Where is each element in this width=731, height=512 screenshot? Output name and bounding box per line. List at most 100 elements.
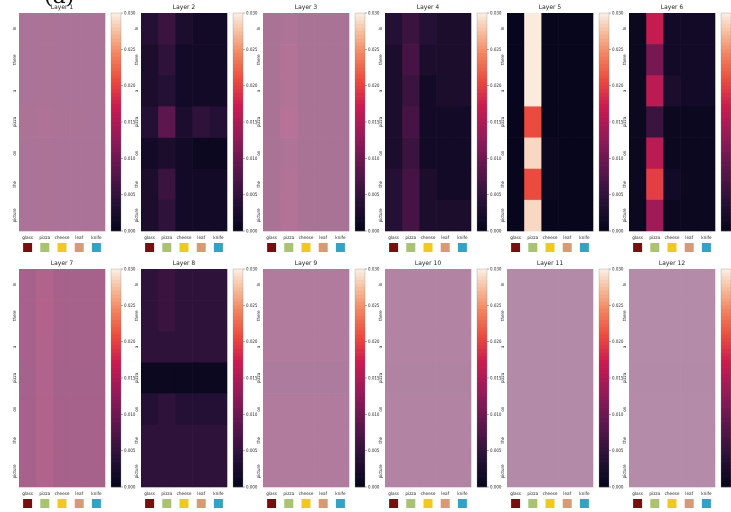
colorbar-segment xyxy=(355,417,365,422)
heatmap-cell xyxy=(87,106,106,138)
heatmap-cell xyxy=(419,424,437,457)
x-tick-label: knife xyxy=(335,491,346,496)
colorbar-segment xyxy=(233,396,243,401)
heatmap-cell xyxy=(314,13,333,45)
colorbar-segment xyxy=(721,319,731,324)
heatmap-cell xyxy=(575,168,594,201)
panel-title: Layer 6 xyxy=(661,4,684,11)
colorbar-tick-label: 0.000 xyxy=(612,229,624,234)
heatmap-cell xyxy=(453,331,472,363)
colorbar-segment xyxy=(599,465,609,470)
heatmap-cell xyxy=(87,424,106,457)
heatmap-cell xyxy=(331,269,350,301)
colorbar-segment xyxy=(477,378,487,382)
colorbar-segment xyxy=(721,396,731,401)
colorbar-segment xyxy=(233,341,243,346)
colorbar-tick-label: 0.005 xyxy=(612,448,624,453)
x-tick-label: knife xyxy=(335,235,346,240)
heatmap-cell xyxy=(436,168,455,201)
colorbar-segment xyxy=(599,381,609,386)
colorbar-segment xyxy=(477,42,487,46)
colorbar-segment xyxy=(233,425,243,430)
colorbar-segment xyxy=(599,279,609,284)
heatmap-cell xyxy=(680,75,699,107)
colorbar-tick-label: 0.005 xyxy=(246,192,258,197)
colorbar-segment xyxy=(233,38,243,43)
colorbar-segment xyxy=(477,334,487,339)
colorbar-segment xyxy=(599,483,609,488)
y-tick-label: In xyxy=(622,282,627,286)
colorbar-segment xyxy=(721,465,731,470)
legend-swatch xyxy=(389,243,399,252)
heatmap-cell xyxy=(697,393,716,426)
colorbar-tick-label: 0.010 xyxy=(612,412,624,417)
colorbar-segment xyxy=(599,71,609,76)
colorbar-segment xyxy=(721,23,731,28)
heatmap-cell xyxy=(331,362,350,394)
colorbar-segment xyxy=(233,308,243,313)
colorbar-segment xyxy=(111,308,121,313)
colorbar-segment xyxy=(111,107,121,112)
colorbar-segment xyxy=(599,417,609,422)
colorbar-segment xyxy=(111,31,121,36)
colorbar-segment xyxy=(233,216,243,221)
heatmap-cell xyxy=(70,199,89,232)
colorbar-segment xyxy=(233,269,243,273)
y-tick-label: there xyxy=(134,310,139,321)
colorbar-segment xyxy=(477,172,487,177)
heatmap-cell xyxy=(385,424,403,457)
heatmap-cell xyxy=(646,455,664,488)
heatmap-cell xyxy=(558,455,577,488)
legend-swatch xyxy=(389,499,399,508)
colorbar-segment xyxy=(233,154,243,159)
colorbar-segment xyxy=(233,147,243,152)
colorbar-segment xyxy=(111,151,121,155)
colorbar-segment xyxy=(477,294,487,299)
y-tick-label: a xyxy=(378,345,383,348)
colorbar-tick-label: 0.030 xyxy=(246,267,258,272)
colorbar-tick-label: 0.030 xyxy=(612,11,624,16)
colorbar-segment xyxy=(233,201,243,206)
colorbar-segment xyxy=(111,172,121,177)
colorbar-tick-label: 0.025 xyxy=(124,47,136,52)
heatmap-cell xyxy=(87,331,106,363)
colorbar-segment xyxy=(233,16,243,21)
heatmap-cell xyxy=(70,362,89,394)
heatmap-cell xyxy=(385,331,403,363)
heatmap-cell xyxy=(402,199,420,232)
colorbar-segment xyxy=(599,45,609,50)
heatmap-cell xyxy=(192,393,211,426)
x-tick-label: leaf xyxy=(563,491,571,496)
heatmap-cell xyxy=(524,106,542,138)
colorbar-segment xyxy=(111,319,121,324)
heatmap-cell xyxy=(192,269,211,301)
heatmap-cell xyxy=(192,75,211,107)
colorbar-segment xyxy=(111,374,121,379)
colorbar-segment xyxy=(721,403,731,408)
heatmap-cell xyxy=(19,75,37,107)
colorbar-segment xyxy=(355,169,365,174)
y-tick-label: the xyxy=(12,180,17,187)
heatmap-cell xyxy=(314,168,333,201)
colorbar-segment xyxy=(721,290,731,295)
colorbar-segment xyxy=(111,403,121,408)
colorbar-segment xyxy=(111,49,121,54)
heatmap-cell xyxy=(297,168,315,201)
colorbar-segment xyxy=(233,100,243,105)
colorbar-segment xyxy=(721,334,731,339)
colorbar-segment xyxy=(355,447,365,451)
colorbar-segment xyxy=(355,122,365,126)
heatmap-cell xyxy=(263,300,281,332)
heatmap-cell xyxy=(280,424,298,457)
heatmap-cell xyxy=(507,75,525,107)
colorbar-segment xyxy=(111,100,121,105)
heatmap-cell xyxy=(558,393,577,426)
colorbar-segment xyxy=(355,183,365,188)
heatmap-cell xyxy=(87,44,106,76)
colorbar-segment xyxy=(233,312,243,317)
colorbar-segment xyxy=(355,428,365,433)
heatmap-cell xyxy=(453,199,472,232)
legend-swatch xyxy=(335,243,345,252)
y-tick-label: pizza xyxy=(134,116,139,127)
colorbar-segment xyxy=(477,465,487,470)
